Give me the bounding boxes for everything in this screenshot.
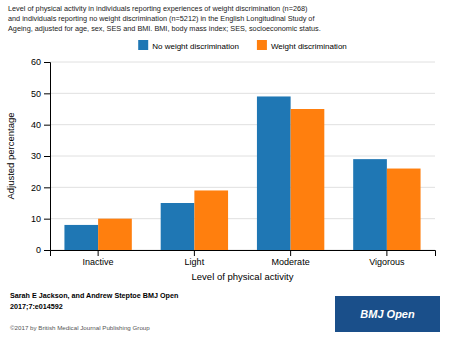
tick-label: 60 [31, 57, 41, 67]
legend-swatch [138, 40, 148, 50]
footer: 2017;7:e014592 [10, 302, 63, 311]
y-axis: 0 10 20 30 40 50 60 [31, 57, 51, 255]
tick-label: 10 [31, 214, 41, 224]
series [64, 96, 386, 250]
logo: BMJ Open [335, 296, 440, 332]
tick: 30 [31, 151, 50, 161]
tick-label: Light [185, 257, 205, 267]
bar [387, 169, 421, 250]
tick-label: 30 [31, 151, 41, 161]
legend-item: Weight discrimination [257, 40, 347, 51]
copyright: ©2017 by British Medical Journal Publish… [10, 324, 150, 331]
bar [194, 190, 228, 250]
tick: Vigorous [369, 250, 405, 267]
legend-label: Weight discrimination [271, 42, 347, 51]
bar [98, 219, 132, 250]
tick-label: 50 [31, 89, 41, 99]
tick-label: Moderate [272, 257, 310, 267]
title-line: and individuals reporting no weight disc… [8, 14, 315, 23]
axis-domain [51, 251, 436, 257]
tick: 50 [31, 89, 50, 99]
series [98, 109, 420, 250]
tick: 40 [31, 120, 50, 130]
tick: 60 [31, 57, 50, 67]
bar [291, 109, 325, 250]
plot: 0 10 20 30 40 50 60 Inactive Light Moderate Vigoro… [31, 57, 436, 267]
tick-mark [44, 187, 50, 188]
tick: Moderate [272, 250, 310, 267]
logo-box [335, 296, 440, 332]
x-axis: Inactive Light Moderate Vigorous [51, 250, 436, 267]
title-line: Level of physical activity in individual… [8, 4, 308, 13]
tick-mark [386, 250, 387, 256]
tick-label: 0 [36, 245, 41, 255]
tick-mark [44, 219, 50, 220]
bar [257, 96, 291, 250]
grid-line [50, 156, 435, 157]
tick-label: 40 [31, 120, 41, 130]
tick-mark [98, 250, 99, 256]
tick: 10 [31, 214, 50, 224]
tick-mark [44, 93, 50, 94]
tick-mark [44, 62, 50, 63]
tick-mark [44, 125, 50, 126]
legend-label: No weight discrimination [152, 42, 239, 51]
grid-line [50, 124, 435, 125]
y-axis-title: Adjusted percentage [5, 112, 16, 199]
tick-mark [44, 156, 50, 157]
grid-line [50, 62, 435, 63]
legend-item: No weight discrimination [138, 40, 239, 51]
tick-mark [290, 250, 291, 256]
tick-mark [44, 250, 50, 251]
bar [161, 203, 195, 250]
tick: Light [185, 250, 205, 267]
bars [64, 96, 420, 250]
legend: No weight discrimination Weight discrimin… [138, 40, 347, 51]
bar [64, 225, 98, 250]
title: Level of physical activity in individual… [8, 4, 321, 33]
bar [353, 159, 387, 250]
tick-mark [194, 250, 195, 256]
x-axis-title: Level of physical activity [192, 271, 294, 282]
logo-text: BMJ Open [360, 308, 415, 320]
tick-label: Inactive [83, 257, 114, 267]
tick-label: 20 [31, 183, 41, 193]
tick-label: Vigorous [369, 257, 405, 267]
chart: Level of physical activity in individual… [0, 0, 450, 338]
footer: Sarah E Jackson, and Andrew Steptoe BMJ … [10, 291, 178, 300]
grid [50, 62, 435, 250]
axis-domain [44, 63, 51, 251]
grid-line [50, 93, 435, 94]
tick: 0 [36, 245, 50, 255]
tick: 20 [31, 183, 50, 193]
legend-swatch [257, 40, 267, 50]
title-line: Ageing, adjusted for age, sex, SES and B… [8, 24, 321, 33]
tick: Inactive [83, 250, 114, 267]
